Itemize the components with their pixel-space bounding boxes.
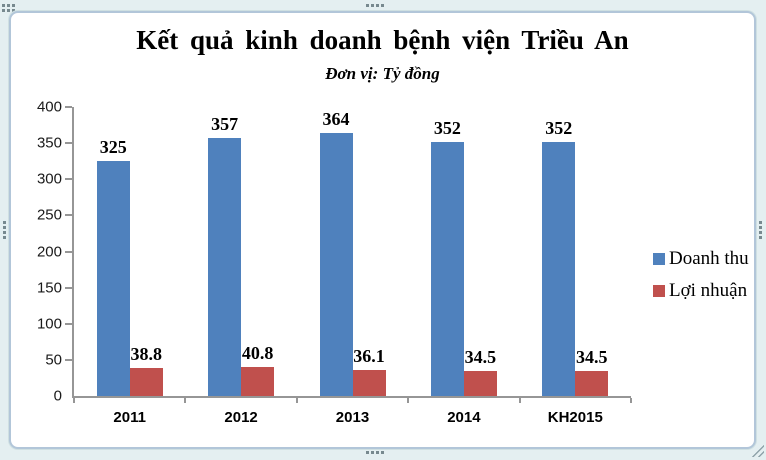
y-axis-tick-mark (65, 106, 72, 108)
y-axis-tick-mark (65, 322, 72, 325)
revenue-bar[interactable]: 325 (96, 137, 130, 396)
data-label[interactable]: 38.8 (130, 343, 162, 364)
resize-handle-top-left[interactable] (2, 4, 15, 12)
y-axis-tick-label: 200 (36, 243, 62, 260)
legend-item[interactable]: Lợi nhuận (653, 281, 749, 300)
resize-handle-right-center[interactable] (759, 221, 762, 239)
y-axis-tick-mark (65, 250, 72, 253)
y-axis-tick-mark (65, 142, 72, 145)
data-label[interactable]: 34.5 (464, 347, 497, 368)
y-axis-tick-mark (65, 358, 72, 361)
legend-label: Lợi nhuận (669, 280, 748, 301)
y-axis-tick-label: 350 (36, 134, 62, 152)
legend-swatch-icon (653, 252, 665, 265)
y-axis-tick-label: 400 (36, 98, 62, 116)
x-axis-tick-mark (73, 398, 75, 403)
revenue-bar[interactable]: 352 (542, 118, 576, 396)
profit-bar[interactable]: 34.5 (463, 347, 497, 396)
profit-bar[interactable]: 38.8 (129, 344, 163, 396)
data-label[interactable]: 40.8 (241, 342, 274, 363)
profit-bar[interactable]: 40.8 (241, 343, 275, 396)
x-axis-category-label: 2014 (447, 409, 481, 426)
resize-handle-bottom-center[interactable] (366, 451, 384, 454)
data-label[interactable]: 357 (211, 114, 239, 135)
revenue-bar[interactable]: 364 (319, 109, 353, 396)
y-axis-tick-mark (65, 178, 72, 181)
x-axis-tick-mark (295, 398, 298, 403)
y-axis-tick-label: 150 (36, 279, 62, 297)
chart-subtitle[interactable]: Đơn vị: Tỷ đồng (325, 64, 440, 83)
resize-handle-left-center[interactable] (3, 221, 6, 239)
x-axis-category-label: 2012 (224, 409, 258, 426)
data-label[interactable]: 352 (433, 117, 461, 138)
chart-title[interactable]: Kết quả kinh doanh bệnh viện Triều An (136, 25, 629, 55)
revenue-bar[interactable]: 357 (208, 114, 242, 396)
data-label[interactable]: 36.1 (353, 345, 385, 366)
profit-bar[interactable]: 34.5 (575, 347, 609, 396)
y-axis-tick-label: 100 (36, 315, 62, 333)
y-axis-tick-label: 250 (36, 206, 62, 224)
y-axis-tick-label: 0 (53, 387, 62, 405)
y-axis-tick-mark (65, 214, 72, 217)
resize-handle-bottom-right[interactable] (752, 445, 764, 457)
legend-label: Doanh thu (669, 248, 749, 269)
x-axis-tick-mark (407, 398, 410, 403)
bar-group: 364 36.1 (319, 107, 386, 396)
bar-group: 357 40.8 (208, 107, 275, 396)
data-label[interactable]: 364 (322, 109, 350, 130)
bar-group: 325 38.8 (96, 107, 163, 396)
legend-item[interactable]: Doanh thu (653, 249, 749, 268)
chart-object[interactable]: Kết quả kinh doanh bệnh viện Triều An Đơ… (9, 11, 756, 449)
x-axis-category-label: 2011 (113, 409, 146, 426)
x-axis-category-label: 2013 (335, 409, 370, 426)
x-axis-tick-mark (630, 398, 632, 403)
legend[interactable]: Doanh thu Lợi nhuận (653, 249, 749, 300)
y-axis-tick-label: 50 (45, 351, 62, 369)
x-axis-tick-mark (184, 398, 187, 403)
plot-area[interactable]: 0 50 100 150 200 250 300 350 400 325 38.8 2011 357 40… (37, 100, 632, 426)
data-label[interactable]: 352 (545, 117, 573, 138)
bar-group: 352 34.5 (430, 107, 497, 396)
y-axis-tick-mark (65, 286, 72, 289)
revenue-bar[interactable]: 352 (430, 118, 464, 396)
legend-swatch-icon (653, 284, 665, 297)
resize-handle-top-center[interactable] (366, 4, 384, 7)
bar-group: 352 34.5 (542, 107, 609, 396)
profit-bar[interactable]: 36.1 (352, 346, 386, 396)
x-axis-tick-mark (518, 398, 521, 403)
y-axis-tick-label: 300 (36, 170, 62, 188)
data-label[interactable]: 34.5 (576, 347, 608, 368)
data-label[interactable]: 325 (99, 137, 127, 158)
x-axis-category-label: KH2015 (547, 409, 603, 426)
